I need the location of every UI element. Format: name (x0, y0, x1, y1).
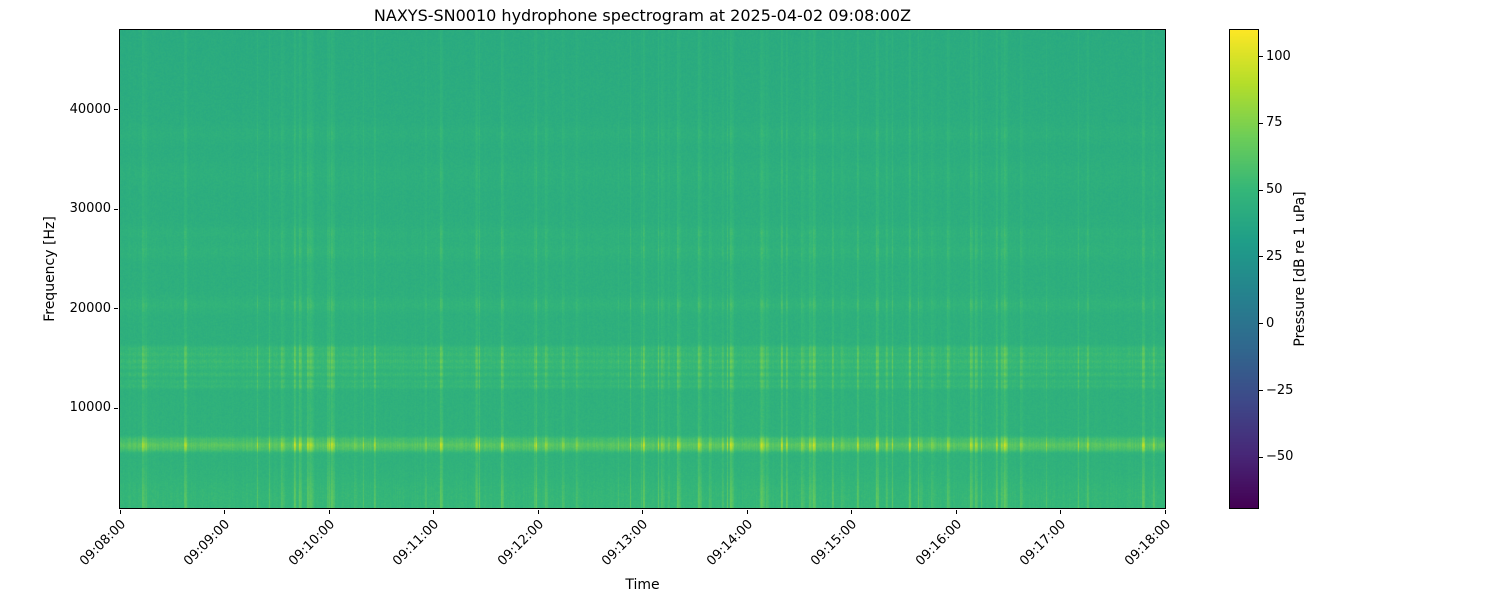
colorbar-tick-mark (1259, 56, 1263, 58)
y-tick-label: 40000 (69, 101, 111, 117)
x-tick-mark (1164, 510, 1166, 514)
colorbar-label: Pressure [dB re 1 uPa] (1292, 191, 1308, 347)
x-tick-mark (224, 510, 225, 514)
y-tick-label: 10000 (69, 400, 111, 416)
x-tick-mark (955, 510, 957, 514)
y-axis-label: Frequency [Hz] (42, 216, 58, 322)
x-tick-mark (642, 510, 643, 514)
x-tick-label: 09:14:00 (703, 517, 756, 569)
x-tick-mark (537, 510, 539, 514)
x-tick-label: 09:18:00 (1121, 517, 1174, 569)
colorbar-tick-mark (1259, 122, 1263, 124)
x-tick-label: 09:09:00 (181, 517, 234, 569)
colorbar-tick-mark (1259, 456, 1263, 458)
y-tick-mark (114, 308, 118, 310)
x-tick-mark (851, 510, 852, 514)
x-tick-label: 09:11:00 (390, 517, 443, 569)
colorbar-tick-mark (1259, 323, 1263, 325)
colorbar-tick-label: 0 (1266, 315, 1275, 331)
x-tick-label: 09:12:00 (494, 517, 547, 569)
x-tick-mark (328, 510, 330, 514)
x-tick-mark (119, 510, 121, 514)
colorbar-tick-mark (1259, 390, 1263, 391)
y-tick-mark (114, 109, 118, 111)
x-tick-label: 09:08:00 (76, 517, 129, 569)
y-tick-mark (114, 208, 118, 210)
plot-area-frame (119, 29, 1166, 509)
x-tick-mark (1060, 510, 1061, 514)
x-tick-label: 09:16:00 (912, 517, 965, 569)
colorbar-tick-label: −50 (1266, 449, 1294, 465)
colorbar-tick-label: 50 (1266, 182, 1283, 198)
colorbar-tick-mark (1259, 189, 1263, 191)
x-axis-label: Time (625, 577, 660, 593)
colorbar-tick-label: −25 (1266, 382, 1294, 398)
colorbar-tick-mark (1259, 256, 1263, 258)
x-tick-label: 09:17:00 (1017, 517, 1070, 569)
chart-title: NAXYS-SN0010 hydrophone spectrogram at 2… (373, 6, 912, 25)
x-tick-label: 09:10:00 (285, 517, 338, 569)
y-tick-mark (114, 407, 118, 409)
spectrogram-canvas (120, 30, 1165, 508)
colorbar-tick-label: 100 (1266, 48, 1291, 64)
colorbar-frame (1229, 29, 1259, 509)
x-tick-label: 09:15:00 (808, 517, 861, 569)
y-tick-label: 30000 (69, 201, 111, 217)
x-tick-mark (433, 510, 434, 514)
colorbar-tick-label: 25 (1266, 248, 1283, 264)
x-tick-mark (746, 510, 748, 514)
colorbar-tick-label: 75 (1266, 115, 1283, 131)
colorbar-canvas (1230, 30, 1258, 508)
x-tick-label: 09:13:00 (599, 517, 652, 569)
